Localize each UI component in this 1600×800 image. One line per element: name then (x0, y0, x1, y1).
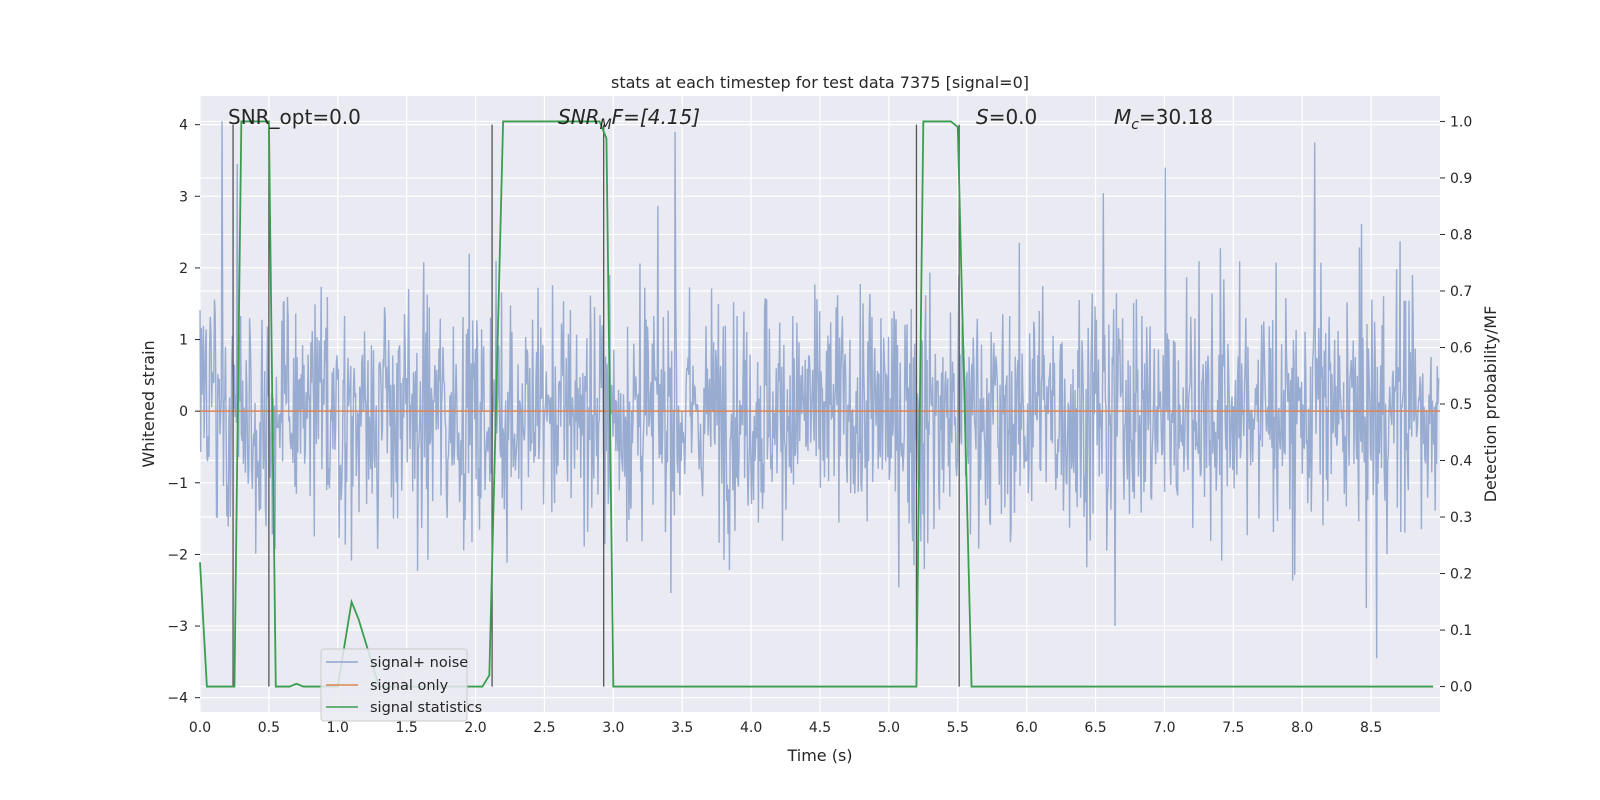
y-right-tick-label: 0.2 (1450, 567, 1472, 583)
legend: signal+ noise signal only signal statist… (320, 648, 482, 722)
y-left-tick-label: −1 (167, 476, 188, 492)
annotation-snr-mf-sub: M (600, 117, 612, 133)
y-axis-right-label: Detection probability/MF (1481, 306, 1500, 503)
x-tick-label: 8.0 (1291, 720, 1313, 736)
y-right-tick-label: 0.8 (1450, 227, 1472, 243)
y-left-tick-label: 4 (179, 118, 188, 134)
annotation-snr-opt: SNR_opt=0.0 (228, 105, 361, 129)
x-tick-label: 8.5 (1360, 720, 1382, 736)
x-tick-label: 1.5 (396, 720, 418, 736)
y-axis-left-label: Whitened strain (139, 340, 158, 467)
y-right-tick-label: 0.0 (1450, 680, 1472, 696)
annotation-mc-value: =30.18 (1139, 105, 1213, 129)
y-right-tick-label: 0.7 (1450, 284, 1472, 300)
annotation-snr-mf: SNRMF=[4.15] (558, 105, 700, 133)
y-right-tick-label: 0.3 (1450, 510, 1472, 526)
y-right-tick-label: 0.1 (1450, 623, 1472, 639)
y-left-tick-label: −3 (167, 619, 188, 635)
x-tick-label: 7.5 (1222, 720, 1244, 736)
x-tick-label: 7.0 (1153, 720, 1175, 736)
annotation-s-symbol: S (976, 105, 989, 129)
annotation-mc: Mc=30.18 (1114, 105, 1213, 133)
x-tick-label: 3.0 (602, 720, 624, 736)
x-tick-label: 3.5 (671, 720, 693, 736)
series-signal-noise (199, 121, 1440, 659)
x-tick-label: 6.0 (1016, 720, 1038, 736)
x-tick-label: 4.5 (809, 720, 831, 736)
legend-box (320, 648, 468, 722)
y-left-tick-label: 3 (179, 189, 188, 205)
y-left-tick-label: 0 (179, 404, 188, 420)
x-tick-label: 2.5 (533, 720, 555, 736)
tick-labels: 0.0 0.5 1.0 1.5 2.0 2.5 3.0 3.5 4.0 4.5 5.0 5.5 6.0 6… (167, 114, 1472, 736)
chart-title: stats at each timestep for test data 737… (611, 73, 1029, 92)
y-right-tick-label: 0.9 (1450, 171, 1472, 187)
y-left-tick-label: 1 (179, 333, 188, 349)
x-tick-label: 6.5 (1084, 720, 1106, 736)
y-right-tick-label: 0.6 (1450, 340, 1472, 356)
y-right-tick-label: 0.5 (1450, 397, 1472, 413)
annotation-snr-mf-f: F=[4.15] (612, 105, 700, 129)
y-left-tick-label: −4 (167, 691, 188, 707)
x-tick-label: 1.0 (327, 720, 349, 736)
annotation-mc-sub: c (1131, 117, 1139, 133)
y-right-tick-label: 1.0 (1450, 114, 1472, 130)
x-tick-label: 2.0 (464, 720, 486, 736)
legend-label-signal-statistics: signal statistics (370, 700, 482, 716)
annotation-mc-symbol: M (1114, 105, 1131, 129)
annotation-s-value: =0.0 (989, 105, 1038, 129)
x-tick-label: 4.0 (740, 720, 762, 736)
noise-line (199, 121, 1440, 659)
x-tick-label: 5.0 (878, 720, 900, 736)
y-right-tick-label: 0.4 (1450, 454, 1472, 470)
annotation-s: S=0.0 (976, 105, 1037, 129)
legend-label-signal-only: signal only (370, 678, 449, 694)
y-left-tick-label: 2 (179, 261, 188, 277)
annotation-snr-mf-base: SNR (558, 105, 600, 129)
y-left-tick-label: −2 (167, 547, 188, 563)
legend-label-signal-noise: signal+ noise (370, 655, 468, 671)
x-tick-label: 0.0 (189, 720, 211, 736)
x-axis-label: Time (s) (786, 746, 852, 765)
x-tick-label: 5.5 (947, 720, 969, 736)
x-tick-label: 0.5 (258, 720, 280, 736)
